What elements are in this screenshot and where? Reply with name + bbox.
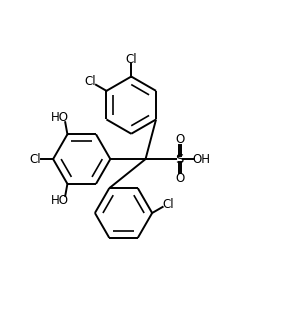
- Text: Cl: Cl: [162, 198, 174, 211]
- Text: HO: HO: [51, 111, 69, 124]
- Text: O: O: [175, 134, 184, 146]
- Text: Cl: Cl: [30, 152, 41, 166]
- Text: HO: HO: [51, 194, 69, 207]
- Text: S: S: [176, 152, 184, 166]
- Text: O: O: [175, 172, 184, 185]
- Text: Cl: Cl: [85, 75, 96, 88]
- Text: Cl: Cl: [126, 53, 137, 66]
- Text: OH: OH: [192, 152, 210, 166]
